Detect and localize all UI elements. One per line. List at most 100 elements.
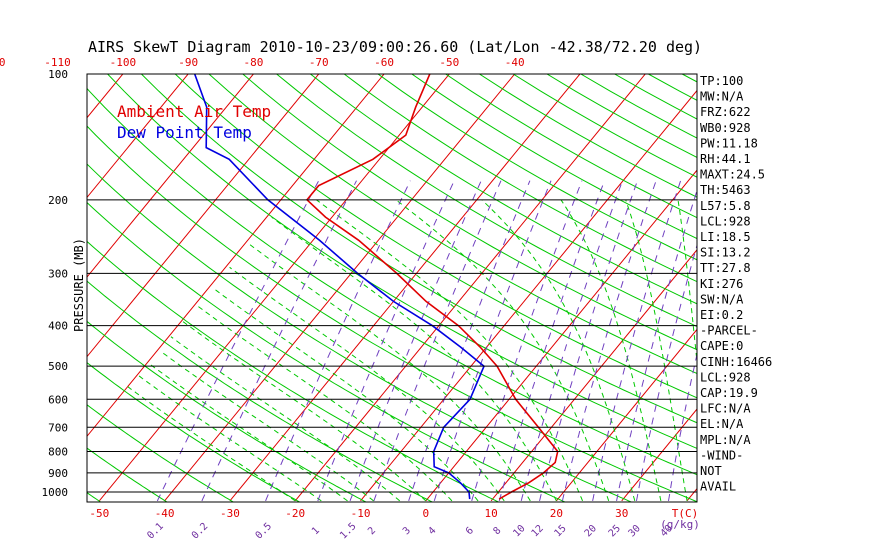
index-entry: NOT bbox=[700, 464, 722, 478]
legend-dew-point-temp: Dew Point Temp bbox=[117, 123, 252, 142]
moist-adiabat-line bbox=[316, 199, 583, 502]
index-entry: SW:N/A bbox=[700, 292, 744, 306]
dry-adiabat-line bbox=[276, 74, 697, 328]
index-entry: -PARCEL- bbox=[700, 324, 758, 338]
index-entry: RH:44.1 bbox=[700, 152, 751, 166]
mixing-ratio-label: 0.1 bbox=[145, 521, 166, 542]
moist-adiabat-line bbox=[481, 199, 636, 502]
pressure-tick-label: 800 bbox=[48, 445, 68, 458]
chart-title: AIRS SkewT Diagram 2010-10-23/09:00:26.6… bbox=[88, 38, 702, 56]
mixing-ratio-line bbox=[373, 180, 502, 502]
isotherm-line bbox=[0, 65, 65, 501]
pressure-tick-label: 100 bbox=[48, 68, 68, 81]
moist-adiabat-line bbox=[395, 199, 610, 502]
moist-adiabat-line bbox=[271, 216, 557, 502]
moist-adiabat-line bbox=[198, 306, 453, 502]
pressure-tick-label: 600 bbox=[48, 393, 68, 406]
top-temp-tick-label: -120 bbox=[0, 56, 6, 69]
mixing-ratio-label: 12 bbox=[530, 523, 546, 539]
mixing-ratio-label: 20 bbox=[583, 523, 599, 539]
isotherm-line bbox=[87, 74, 124, 119]
index-entry: LFC:N/A bbox=[700, 402, 751, 416]
dry-adiabat-line bbox=[174, 74, 697, 399]
moist-adiabat-line bbox=[170, 336, 401, 502]
x-axis-label: T(C) bbox=[672, 507, 699, 520]
isotherm-line bbox=[87, 74, 189, 199]
dry-adiabat-line bbox=[87, 163, 633, 502]
mixing-ratio-label: 15 bbox=[552, 523, 568, 539]
index-entry: CAPE:0 bbox=[700, 339, 743, 353]
isotherm-line bbox=[164, 74, 516, 502]
bottom-temp-tick-label: 0 bbox=[423, 507, 430, 520]
mixing-ratio-line bbox=[561, 180, 657, 502]
top-temp-tick-label: -100 bbox=[110, 56, 137, 69]
index-entry: SI:13.2 bbox=[700, 246, 751, 260]
bottom-temp-tick-label: 30 bbox=[615, 507, 628, 520]
mixing-ratio-line bbox=[498, 180, 605, 502]
top-temp-tick-label: -110 bbox=[44, 56, 71, 69]
mixing-ratio-line bbox=[408, 180, 531, 502]
bottom-temp-tick-label: 10 bbox=[485, 507, 498, 520]
dry-adiabat-line bbox=[310, 74, 697, 305]
index-entry: TT:27.8 bbox=[700, 261, 751, 275]
index-entry: PW:11.18 bbox=[700, 136, 758, 150]
mixing-ratio-label: 4 bbox=[427, 525, 439, 537]
index-entry: EL:N/A bbox=[700, 417, 744, 431]
top-temp-tick-label: -60 bbox=[374, 56, 394, 69]
index-entry: FRZ:622 bbox=[700, 105, 751, 119]
index-entry: MPL:N/A bbox=[700, 433, 751, 447]
mixing-ratio-label: 8 bbox=[492, 525, 504, 537]
legend-ambient-air-temp: Ambient Air Temp bbox=[117, 102, 271, 121]
legend: Ambient Air Temp Dew Point Temp bbox=[117, 102, 271, 142]
pressure-tick-label: 1000 bbox=[42, 486, 69, 499]
isotherm-line bbox=[752, 65, 870, 501]
moist-adiabat-line bbox=[560, 199, 662, 502]
index-entry: TH:5463 bbox=[700, 183, 751, 197]
mixing-ratio-line bbox=[201, 180, 357, 502]
index-entry: EI:0.2 bbox=[700, 308, 743, 322]
dry-adiabat-line bbox=[87, 492, 102, 502]
index-entry: KI:276 bbox=[700, 277, 743, 291]
mixing-ratio-line bbox=[433, 180, 552, 502]
mixing-ratio-label: 10 bbox=[511, 523, 527, 539]
mixing-ratio-label: 1 bbox=[310, 525, 322, 537]
mixing-ratio-label: 6 bbox=[464, 525, 476, 537]
top-temp-tick-label: -90 bbox=[178, 56, 198, 69]
isotherm-line bbox=[621, 408, 697, 502]
isotherm-line bbox=[556, 328, 697, 502]
index-entry: LCL:928 bbox=[700, 214, 751, 228]
index-entry: AVAIL bbox=[700, 480, 736, 494]
pressure-tick-label: 700 bbox=[48, 421, 68, 434]
top-temp-tick-label: -40 bbox=[505, 56, 525, 69]
index-entry: -WIND- bbox=[700, 448, 743, 462]
mixing-ratio-label: 0.5 bbox=[254, 521, 275, 542]
index-entry: TP:100 bbox=[700, 74, 743, 88]
dry-adiabat-line bbox=[107, 74, 697, 449]
mixing-ratio-line bbox=[616, 188, 697, 501]
moist-adiabat-line bbox=[229, 266, 505, 502]
isotherm-line bbox=[87, 74, 255, 278]
mixing-ratio-unit: (g/kg) bbox=[660, 518, 700, 531]
top-temp-tick-label: -50 bbox=[439, 56, 459, 69]
mixing-ratio-label: 2 bbox=[366, 525, 378, 537]
pressure-tick-label: 900 bbox=[48, 467, 68, 480]
mixing-ratio-label: 3 bbox=[401, 525, 413, 537]
dry-adiabat-line bbox=[512, 74, 697, 178]
dry-adiabat-line bbox=[648, 74, 697, 101]
mixing-ratio-line bbox=[668, 352, 697, 501]
dry-adiabat-line bbox=[411, 74, 697, 240]
pressure-tick-label: 200 bbox=[48, 194, 68, 207]
plot-frame bbox=[86, 73, 698, 503]
bottom-temp-tick-label: -50 bbox=[89, 507, 109, 520]
index-entry: MAXT:24.5 bbox=[700, 168, 765, 182]
index-entry: CAP:19.9 bbox=[700, 386, 758, 400]
moist-adiabat-line bbox=[159, 350, 374, 502]
moist-adiabat-line bbox=[212, 287, 479, 502]
mixing-ratio-line bbox=[592, 180, 682, 502]
moist-adiabat-line bbox=[137, 374, 322, 502]
bottom-temp-tick-label: 20 bbox=[550, 507, 563, 520]
dry-adiabat-line bbox=[208, 74, 697, 375]
mixing-ratio-label: 30 bbox=[627, 523, 643, 539]
index-entry: LCL:928 bbox=[700, 370, 751, 384]
